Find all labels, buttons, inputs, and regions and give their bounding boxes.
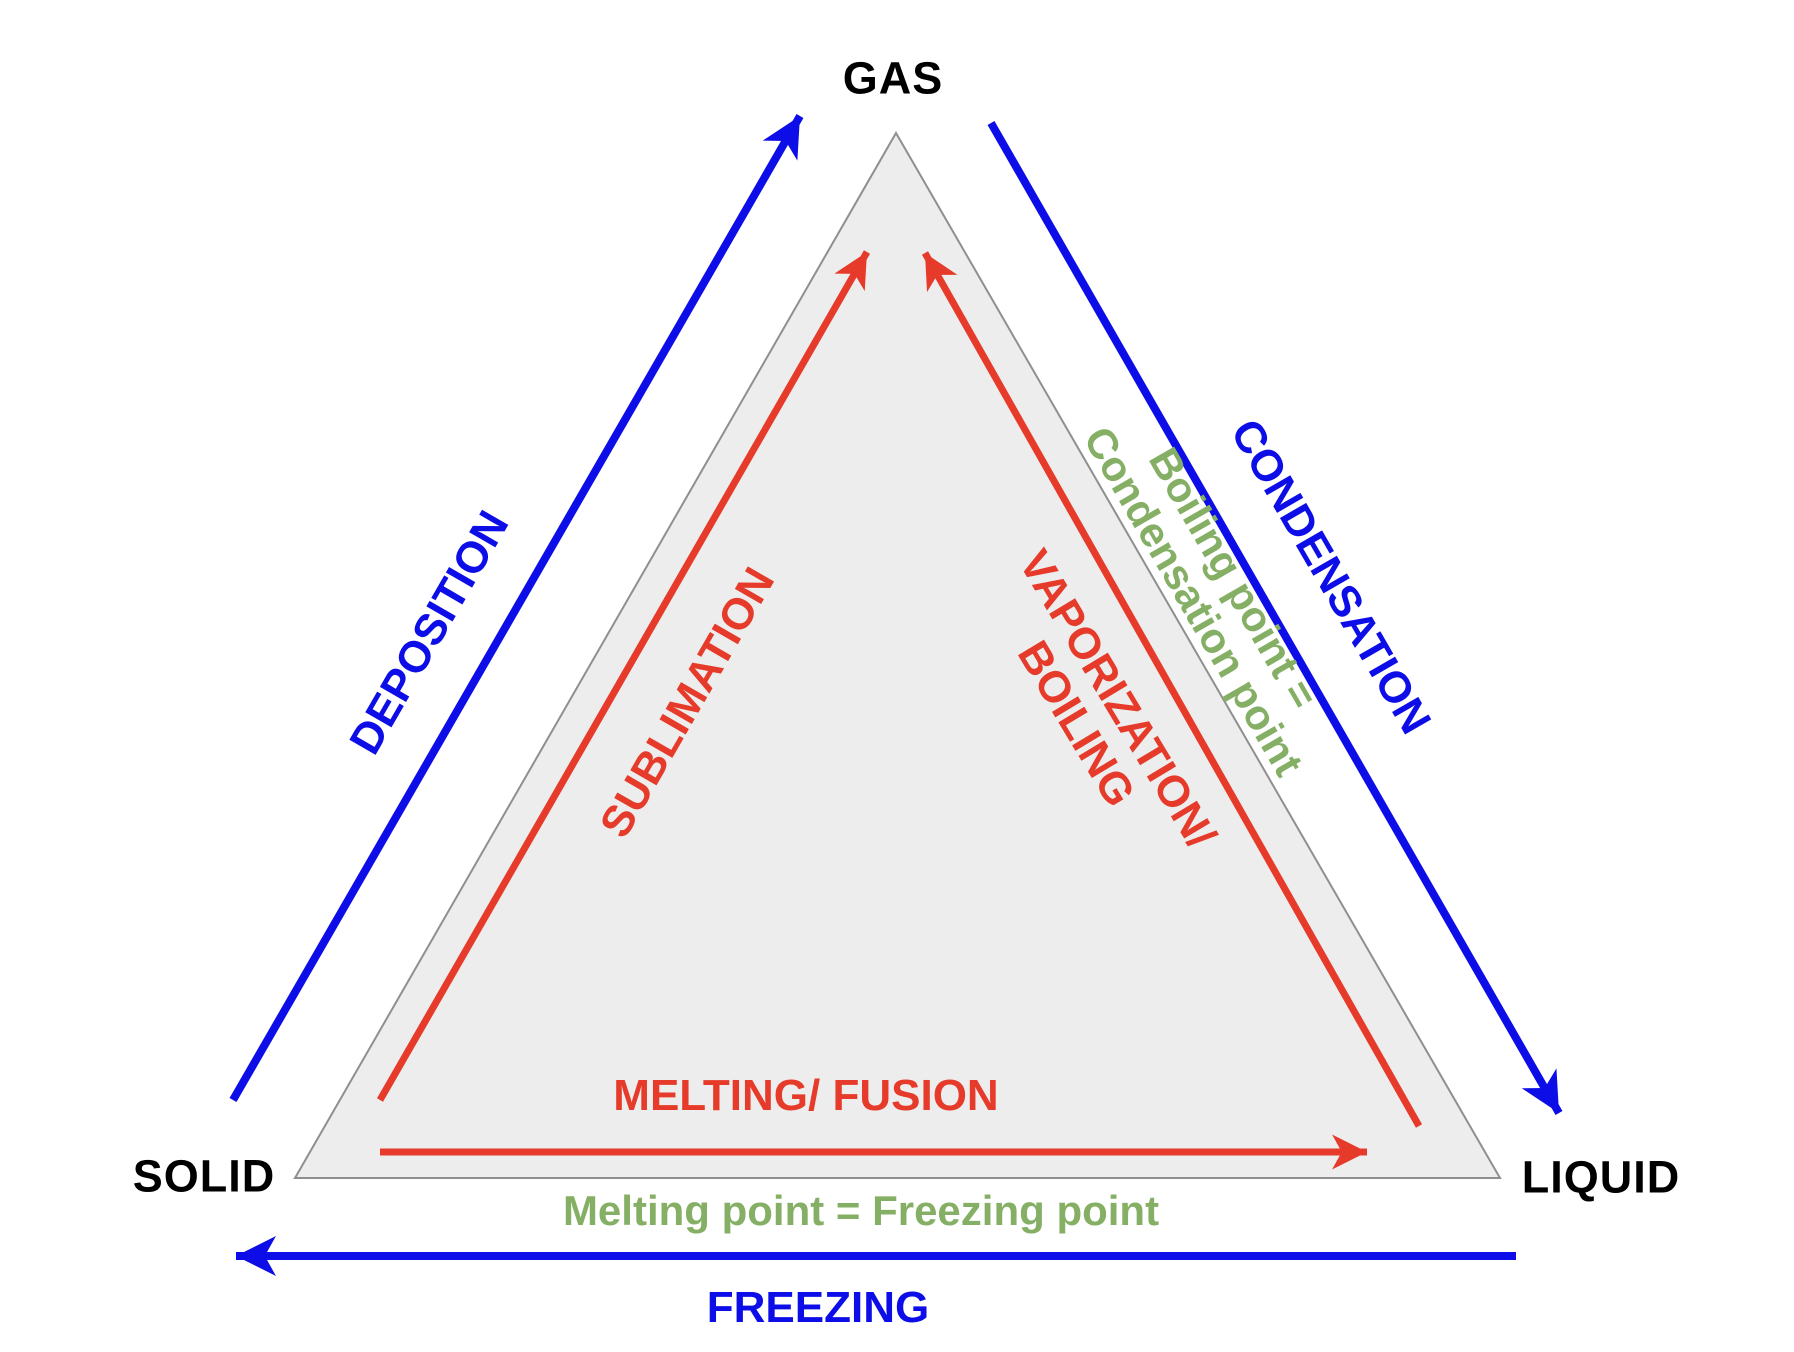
gas-label: GAS bbox=[842, 52, 944, 104]
melting-fusion-label: MELTING/ FUSION bbox=[613, 1070, 999, 1120]
condensation-arrow bbox=[987, 121, 1563, 1115]
liquid-label: LIQUID bbox=[1521, 1151, 1681, 1203]
solid-label: SOLID bbox=[132, 1150, 276, 1202]
freezing-label: FREEZING bbox=[706, 1282, 930, 1332]
vaporization-arrow bbox=[921, 251, 1423, 1128]
melting-freezing-note: Melting point = Freezing point bbox=[562, 1186, 1160, 1234]
deposition-arrow bbox=[229, 114, 804, 1102]
sublimation-arrow bbox=[376, 250, 871, 1102]
triangle-shape bbox=[293, 130, 1502, 1179]
